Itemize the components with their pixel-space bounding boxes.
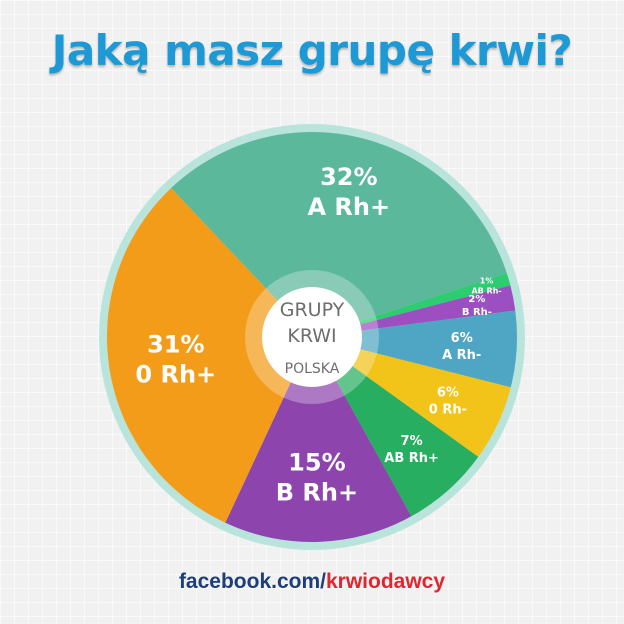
slice-a-rh xyxy=(312,310,517,388)
slice-labels: 31%0 Rh+ 32%A Rh+ 1%AB Rh-2% B Rh- 6% A Rh- 6%… xyxy=(135,163,501,506)
slice-0-rh xyxy=(312,337,511,457)
slice-category-label: AB Rh+ xyxy=(384,451,439,466)
center-label-line-2: KRWI xyxy=(287,325,336,347)
footer-link[interactable]: facebook.com/krwiodawcy xyxy=(0,570,624,594)
slice-value-label: 6% xyxy=(437,385,459,400)
slice-value-label: 15% xyxy=(288,448,345,476)
slice-value-label: 7% xyxy=(401,434,423,449)
slice-value-label: 1% xyxy=(480,276,494,285)
slice-category-label: 0 Rh- xyxy=(429,402,467,417)
center-sublabel: POLSKA xyxy=(285,361,340,377)
slice-b-rh xyxy=(312,285,516,337)
pie-slices xyxy=(107,132,517,543)
slice-0-rh xyxy=(107,188,312,523)
center-label-line-1: GRUPY xyxy=(280,299,345,321)
center-circle xyxy=(262,287,362,387)
slice-category-label: A Rh+ xyxy=(307,193,390,221)
footer-handle: krwiodawcy xyxy=(325,570,446,593)
slice-value-label: 32% xyxy=(320,163,377,191)
slice-category-label: A Rh- xyxy=(442,348,481,363)
slice-ab-rh xyxy=(312,272,511,337)
slice-category-label: AB Rh- xyxy=(471,286,501,295)
slice-category-label: B Rh- xyxy=(462,307,492,318)
slice-value-label: 31% xyxy=(147,331,204,359)
slice-category-label: B Rh+ xyxy=(276,478,358,506)
slice-value-label: 6% xyxy=(451,331,473,346)
page-title: Jaką masz grupę krwi? xyxy=(51,26,573,75)
slice-a-rh xyxy=(171,132,507,337)
slice-b-rh xyxy=(225,337,412,543)
slice-category-label: 0 Rh+ xyxy=(135,361,216,389)
slice-ab-rh xyxy=(312,337,479,517)
slice-value-label: 2% xyxy=(468,294,485,305)
footer-prefix: facebook.com/ xyxy=(178,570,326,593)
